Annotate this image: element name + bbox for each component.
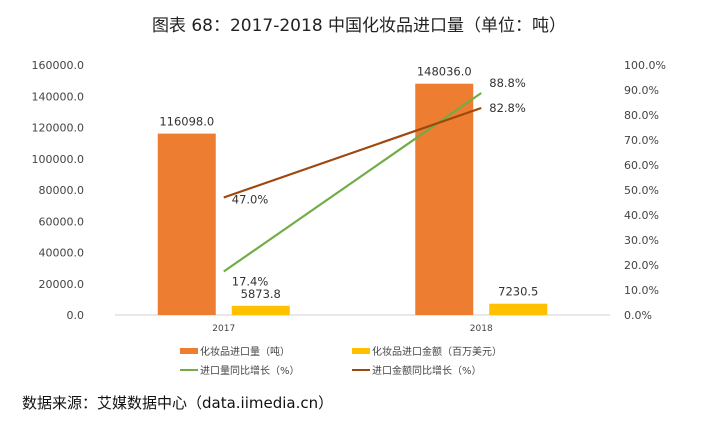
series-line	[223, 106, 482, 199]
right-axis-tick-label: 100.0%	[624, 59, 666, 72]
line-data-label: 82.8%	[489, 101, 526, 115]
line-data-label: 17.4%	[232, 275, 269, 289]
legend-label: 化妆品进口金额（百万美元）	[372, 345, 502, 358]
legend-label: 进口金额同比增长（%）	[372, 364, 482, 377]
left-axis-tick-label: 100000.0	[32, 153, 85, 166]
bar-data-label: 5873.8	[241, 287, 281, 301]
legend-label: 化妆品进口量（吨）	[200, 345, 290, 358]
right-axis-tick-label: 40.0%	[624, 209, 659, 222]
left-axis-tick-label: 20000.0	[39, 278, 85, 291]
line-data-label: 88.8%	[489, 76, 526, 90]
right-axis-tick-label: 0.0%	[624, 309, 652, 322]
bar	[157, 133, 216, 315]
bar-data-label: 148036.0	[417, 65, 472, 79]
right-axis-tick-label: 30.0%	[624, 234, 659, 247]
left-axis-tick-label: 160000.0	[32, 59, 85, 72]
legend-swatch	[352, 348, 370, 354]
left-axis-tick-label: 0.0	[67, 309, 85, 322]
source-note: 数据来源：艾媒数据中心（data.iimedia.cn）	[22, 394, 333, 412]
right-axis-tick-label: 80.0%	[624, 109, 659, 122]
line-data-label: 47.0%	[232, 193, 269, 207]
bar-data-label: 7230.5	[498, 285, 538, 299]
left-axis-tick-label: 40000.0	[39, 247, 85, 260]
x-axis-tick-label: 2017	[212, 324, 235, 334]
chart-title: 图表 68：2017-2018 中国化妆品进口量（单位：吨）	[152, 16, 566, 36]
right-axis-tick-label: 10.0%	[624, 284, 659, 297]
right-axis-tick-label: 70.0%	[624, 134, 659, 147]
right-axis-tick-label: 50.0%	[624, 184, 659, 197]
left-axis-tick-label: 120000.0	[32, 122, 85, 135]
bar-data-label: 116098.0	[159, 115, 214, 129]
bar	[489, 303, 548, 315]
legend-swatch	[180, 348, 198, 354]
legend-label: 进口量同比增长（%）	[200, 364, 300, 377]
right-axis-tick-label: 20.0%	[624, 259, 659, 272]
left-axis-tick-label: 140000.0	[32, 90, 85, 103]
left-axis-tick-label: 60000.0	[39, 215, 85, 228]
bar	[415, 83, 474, 315]
right-axis-tick-label: 90.0%	[624, 84, 659, 97]
x-axis-tick-label: 2018	[470, 324, 493, 334]
left-axis-tick-label: 80000.0	[39, 184, 85, 197]
right-axis-tick-label: 60.0%	[624, 159, 659, 172]
bar	[231, 305, 290, 315]
